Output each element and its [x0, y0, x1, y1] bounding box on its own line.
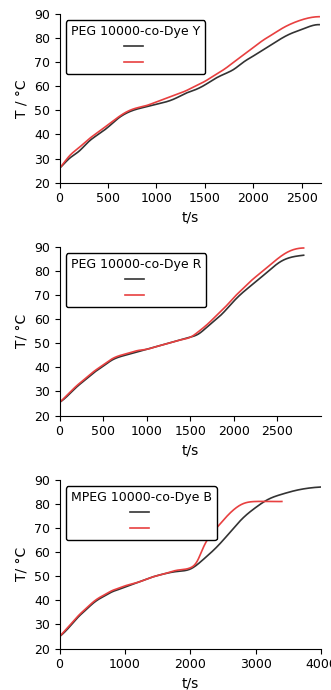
X-axis label: t/s: t/s [182, 444, 199, 458]
Legend: , : , [66, 486, 217, 540]
Legend: , : , [66, 253, 206, 307]
X-axis label: t/s: t/s [182, 677, 199, 690]
Y-axis label: T/ °C: T/ °C [14, 314, 28, 348]
X-axis label: t/s: t/s [182, 211, 199, 225]
Y-axis label: T/ °C: T/ °C [14, 547, 28, 581]
Y-axis label: T / °C: T / °C [14, 79, 28, 117]
Legend: , : , [66, 20, 205, 74]
